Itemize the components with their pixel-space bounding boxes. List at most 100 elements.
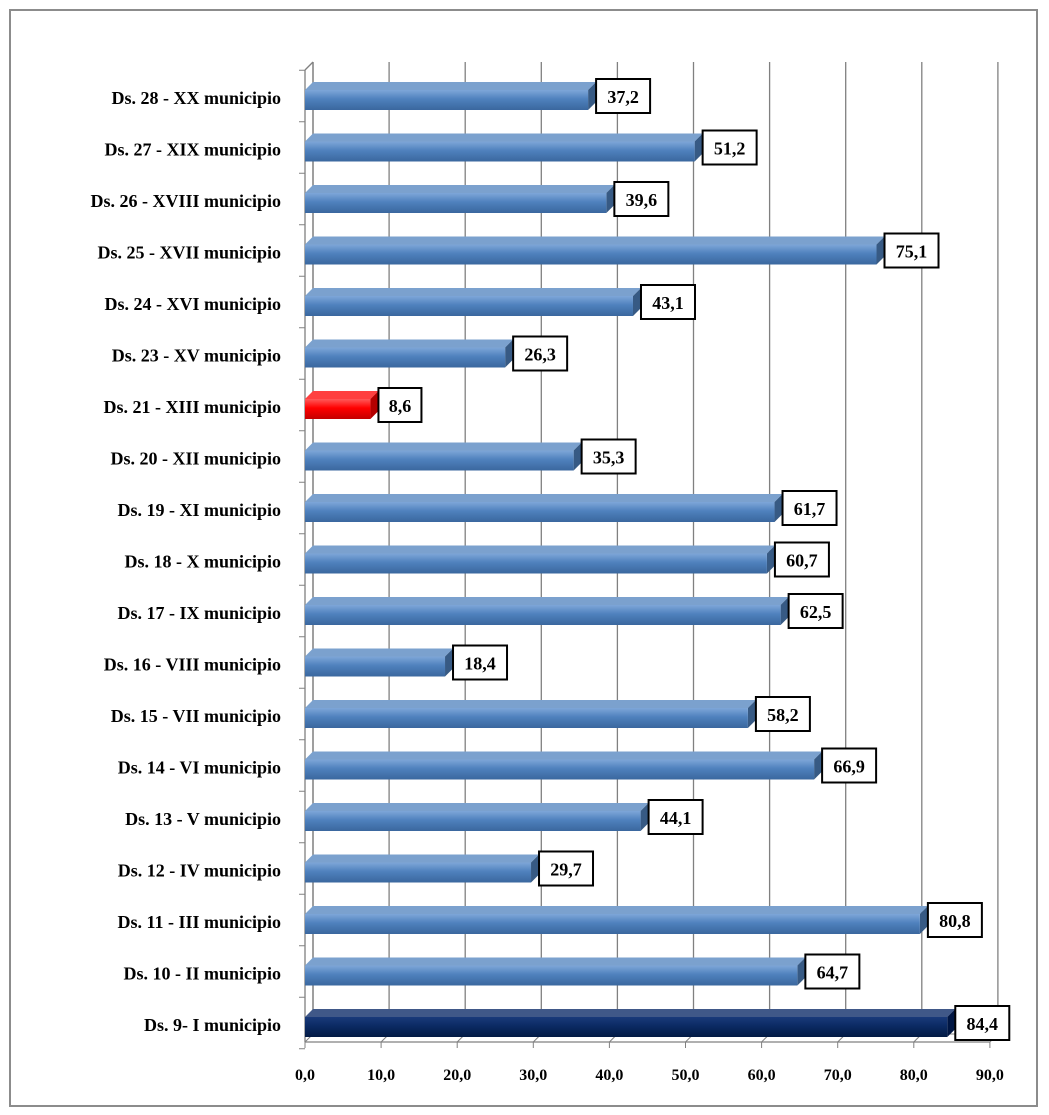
bar-top-18 xyxy=(305,1009,956,1017)
category-label-12: Ds. 15 - VII municipio xyxy=(111,706,281,726)
bar-15 xyxy=(305,854,540,883)
value-label-box-0 xyxy=(595,78,652,114)
bar-end-11 xyxy=(445,648,454,677)
x-tick-label-4: 40,0 xyxy=(595,1067,623,1084)
value-label-box-3 xyxy=(883,232,940,269)
value-label-box-5 xyxy=(512,335,569,372)
bar-13 xyxy=(305,751,823,780)
value-label-box-9 xyxy=(773,541,830,578)
x-tick-label-2: 20,0 xyxy=(443,1067,471,1084)
category-label-14: Ds. 13 - V municipio xyxy=(125,809,281,829)
bar-front-14 xyxy=(305,811,641,831)
bar-top-3 xyxy=(305,236,885,245)
bar-end-4 xyxy=(632,288,641,316)
bar-top-7 xyxy=(305,442,582,451)
bar-front-8 xyxy=(305,502,775,522)
x-tick-label-3: 30,0 xyxy=(519,1067,547,1084)
bar-end-10 xyxy=(780,597,789,625)
value-label-box-16 xyxy=(926,902,983,938)
value-label-9: 60,7 xyxy=(786,551,818,571)
bar-front-7 xyxy=(305,450,574,471)
value-label-15: 29,7 xyxy=(550,860,582,880)
y-axis-top-line xyxy=(304,61,314,71)
bar-end-5 xyxy=(505,339,514,368)
bar-end-3 xyxy=(876,236,885,265)
bar-1 xyxy=(305,133,703,162)
bar-top-15 xyxy=(305,854,540,863)
bar-front-3 xyxy=(305,244,877,265)
bar-6 xyxy=(305,391,379,419)
x-tick-label-1: 10,0 xyxy=(367,1067,395,1084)
bar-11 xyxy=(305,648,454,677)
value-label-3: 75,1 xyxy=(896,242,928,262)
value-label-box-14 xyxy=(647,799,704,835)
value-label-4: 43,1 xyxy=(652,293,684,313)
category-label-6: Ds. 21 - XIII municipio xyxy=(103,397,281,417)
bar-top-9 xyxy=(305,545,775,554)
value-label-11: 18,4 xyxy=(464,654,496,674)
bar-end-13 xyxy=(814,751,823,780)
bar-4 xyxy=(305,288,641,316)
x-tick-label-5: 50,0 xyxy=(672,1067,700,1084)
bar-front-12 xyxy=(305,708,748,728)
bar-top-4 xyxy=(305,288,641,296)
bar-5 xyxy=(305,339,514,368)
category-label-18: Ds. 9- I municipio xyxy=(144,1015,281,1035)
bar-18 xyxy=(305,1009,956,1037)
bar-end-17 xyxy=(797,957,806,986)
category-label-2: Ds. 26 - XVIII municipio xyxy=(90,191,281,211)
bar-front-0 xyxy=(305,90,589,110)
bar-3 xyxy=(305,236,885,265)
category-label-10: Ds. 17 - IX municipio xyxy=(117,603,281,623)
category-label-9: Ds. 18 - X municipio xyxy=(124,552,281,572)
bar-end-9 xyxy=(766,545,775,574)
category-label-4: Ds. 24 - XVI municipio xyxy=(104,294,281,314)
category-label-16: Ds. 11 - III municipio xyxy=(117,912,281,932)
bar-end-15 xyxy=(531,854,540,883)
value-label-box-17 xyxy=(804,953,861,990)
value-label-5: 26,3 xyxy=(524,345,556,365)
bar-top-8 xyxy=(305,494,783,502)
bar-end-7 xyxy=(573,442,582,471)
value-label-box-18 xyxy=(954,1005,1011,1041)
bar-top-6 xyxy=(305,391,379,399)
bar-front-18 xyxy=(305,1017,948,1037)
bar-8 xyxy=(305,494,783,522)
bar-end-14 xyxy=(640,803,649,831)
x-tick-label-0: 0,0 xyxy=(295,1067,315,1084)
bar-16 xyxy=(305,906,928,934)
bar-top-11 xyxy=(305,648,454,657)
value-label-17: 64,7 xyxy=(817,963,849,983)
bar-end-8 xyxy=(774,494,783,522)
bar-end-16 xyxy=(919,906,928,934)
bar-end-12 xyxy=(747,700,756,728)
value-label-2: 39,6 xyxy=(626,190,658,210)
category-label-5: Ds. 23 - XV municipio xyxy=(112,346,281,366)
category-label-15: Ds. 12 - IV municipio xyxy=(118,861,281,881)
bar-0 xyxy=(305,82,597,110)
bar-front-4 xyxy=(305,296,633,316)
bar-end-1 xyxy=(694,133,703,162)
bar-top-10 xyxy=(305,597,789,605)
value-label-box-11 xyxy=(452,644,509,681)
bar-top-14 xyxy=(305,803,649,811)
value-label-box-15 xyxy=(538,850,595,887)
bar-front-5 xyxy=(305,347,506,368)
bar-14 xyxy=(305,803,649,831)
value-label-0: 37,2 xyxy=(607,87,639,107)
category-label-7: Ds. 20 - XII municipio xyxy=(110,449,281,469)
category-label-13: Ds. 14 - VI municipio xyxy=(118,758,281,778)
bar-front-9 xyxy=(305,553,767,574)
bar-end-2 xyxy=(606,185,615,213)
bar-10 xyxy=(305,597,789,625)
value-label-18: 84,4 xyxy=(967,1014,999,1034)
value-label-box-1 xyxy=(701,129,758,166)
x-tick-label-7: 70,0 xyxy=(824,1067,852,1084)
category-label-17: Ds. 10 - II municipio xyxy=(123,964,281,984)
value-label-7: 35,3 xyxy=(593,448,625,468)
value-label-box-13 xyxy=(821,747,878,784)
bar-front-17 xyxy=(305,965,798,986)
category-label-8: Ds. 19 - XI municipio xyxy=(117,500,281,520)
category-label-0: Ds. 28 - XX municipio xyxy=(111,88,281,108)
value-label-12: 58,2 xyxy=(767,705,799,725)
